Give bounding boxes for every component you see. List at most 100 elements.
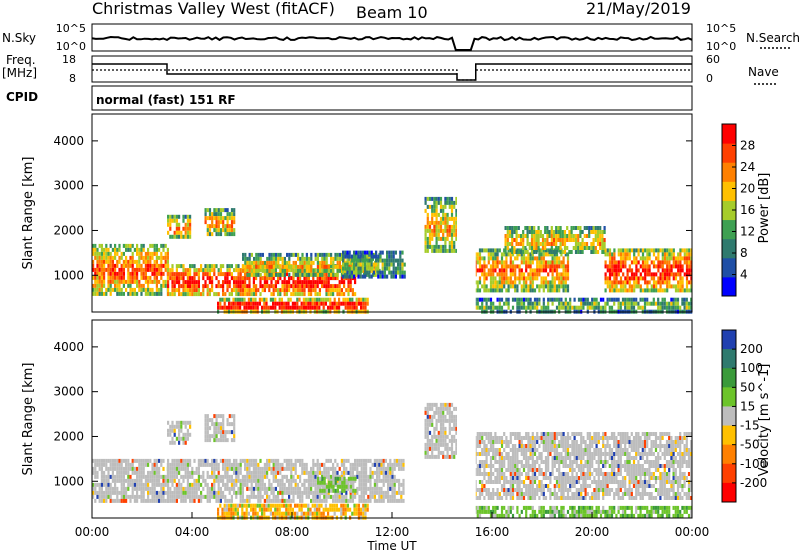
echo-cell (171, 466, 174, 471)
echo-cell (162, 271, 165, 276)
echo-cell (641, 268, 645, 273)
echo-cell (235, 264, 238, 269)
echo-cell (347, 478, 350, 483)
echo-cell (246, 260, 249, 265)
echo-cell (442, 418, 445, 423)
echo-cell (189, 482, 192, 487)
echo-cell (94, 466, 97, 471)
echo-cell (354, 462, 357, 467)
echo-cell (448, 414, 451, 419)
echo-cell (125, 466, 128, 471)
echo-cell (329, 305, 332, 310)
echo-cell (573, 305, 576, 310)
echo-cell (239, 478, 242, 483)
echo-cell (395, 458, 398, 463)
echo-cell (336, 498, 339, 503)
echo-cell (316, 280, 319, 285)
echo-cell (241, 478, 244, 483)
echo-cell (444, 430, 447, 435)
echo-cell (222, 494, 225, 499)
echo-cell (233, 220, 236, 225)
echo-cell (611, 268, 614, 273)
echo-cell (527, 276, 530, 281)
echo-cell (178, 288, 181, 293)
echo-cell (428, 442, 432, 447)
echo-cell (167, 284, 170, 289)
echo-cell (566, 252, 570, 257)
echo-cell (175, 462, 178, 467)
echo-cell (294, 284, 297, 289)
echo-cell (426, 240, 429, 245)
echo-cell (364, 266, 367, 271)
echo-cell (646, 297, 649, 302)
echo-cell (202, 474, 205, 479)
echo-cell (517, 250, 520, 254)
echo-cell (133, 287, 136, 292)
echo-cell (336, 272, 339, 277)
echo-cell (690, 256, 693, 261)
echo-cell (426, 410, 429, 415)
echo-cell (164, 243, 167, 248)
echo-cell (525, 297, 528, 302)
echo-cell (327, 288, 330, 293)
echo-cell (129, 478, 132, 483)
echo-cell (158, 474, 161, 479)
echo-cell (228, 511, 231, 516)
echo-cell (300, 507, 303, 512)
echo-cell (666, 288, 669, 293)
echo-cell (483, 297, 486, 302)
echo-cell (518, 252, 521, 257)
echo-cell (551, 272, 554, 277)
echo-cell (444, 200, 447, 205)
echo-cell (455, 232, 458, 237)
echo-cell (193, 276, 196, 281)
echo-cell (186, 288, 189, 293)
echo-cell (325, 284, 328, 289)
echo-cell (672, 284, 675, 289)
colorbar-tick-label: 24 (740, 160, 755, 174)
echo-cell (674, 301, 677, 306)
echo-cell (155, 466, 158, 471)
echo-cell (393, 458, 396, 463)
echo-cell (355, 511, 358, 516)
echo-cell (164, 279, 167, 284)
echo-cell (236, 305, 239, 310)
echo-cell (439, 196, 443, 201)
echo-cell (437, 454, 440, 459)
echo-cell (151, 291, 154, 296)
echo-cell (450, 200, 454, 205)
echo-cell (354, 458, 357, 463)
echo-cell (428, 244, 432, 249)
echo-cell (401, 262, 404, 267)
echo-cell (511, 305, 515, 310)
echo-cell (296, 292, 299, 297)
echo-cell (397, 262, 400, 267)
echo-cell (215, 232, 218, 237)
echo-cell (222, 208, 225, 213)
echo-cell (549, 252, 552, 257)
echo-cell (278, 297, 281, 302)
echo-cell (560, 280, 563, 285)
echo-cell (560, 252, 563, 257)
echo-cell (294, 288, 297, 293)
echo-cell (215, 478, 218, 483)
echo-cell (211, 280, 214, 285)
echo-cell (344, 503, 347, 508)
echo-cell (274, 511, 277, 516)
echo-cell (109, 255, 112, 260)
echo-cell (160, 458, 163, 463)
echo-cell (364, 270, 367, 275)
echo-cell (180, 234, 183, 239)
echo-cell (332, 292, 335, 297)
echo-cell (507, 288, 510, 293)
echo-cell (369, 466, 372, 471)
echo-cell (448, 430, 451, 435)
power-ylabel: Slant Range [km] (21, 157, 36, 270)
echo-cell (160, 275, 163, 280)
echo-cell (516, 252, 519, 257)
echo-cell (109, 243, 112, 248)
echo-cell (424, 422, 427, 427)
echo-cell (255, 462, 258, 467)
echo-cell (171, 498, 174, 503)
echo-cell (272, 458, 275, 463)
